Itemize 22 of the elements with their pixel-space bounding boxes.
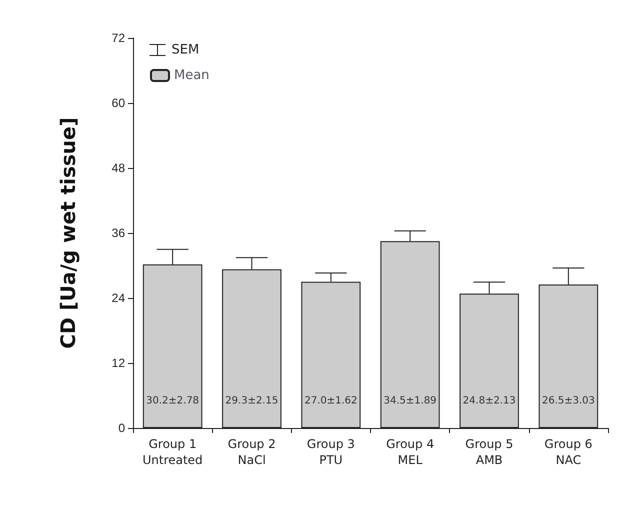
annotation: SEM xyxy=(172,42,200,58)
legend-label: Mean xyxy=(174,68,210,83)
data-label: 34.5±1.89 xyxy=(384,396,437,406)
x-tick-label: Group 1 Untreated xyxy=(142,437,203,467)
y-tick-label: 48 xyxy=(112,161,126,175)
y-tick-label: 0 xyxy=(118,421,126,435)
x-tick-label: Group 2 NaCl xyxy=(228,437,276,467)
data-label: 29.3±2.15 xyxy=(225,396,278,406)
y-tick-label: 36 xyxy=(112,226,126,240)
y-tick-label: 12 xyxy=(112,356,126,370)
y-tick-label: 60 xyxy=(112,96,126,110)
x-tick-label: Group 6 NAC xyxy=(544,437,592,467)
data-label: 30.2±2.78 xyxy=(146,396,200,406)
y-tick-label: 24 xyxy=(112,291,126,305)
y-axis-title: CD [Ua/g wet tissue] xyxy=(56,117,80,349)
x-tick-label: Group 5 AMB xyxy=(465,437,514,467)
x-tick-label: Group 4 MEL xyxy=(386,437,434,467)
y-tick-label: 72 xyxy=(112,31,126,45)
data-label: 24.8±2.13 xyxy=(462,396,516,406)
x-tick-label: Group 3 PTU xyxy=(306,437,355,467)
data-label: 26.5±3.03 xyxy=(542,396,595,406)
data-label: 27.0±1.62 xyxy=(304,396,358,406)
